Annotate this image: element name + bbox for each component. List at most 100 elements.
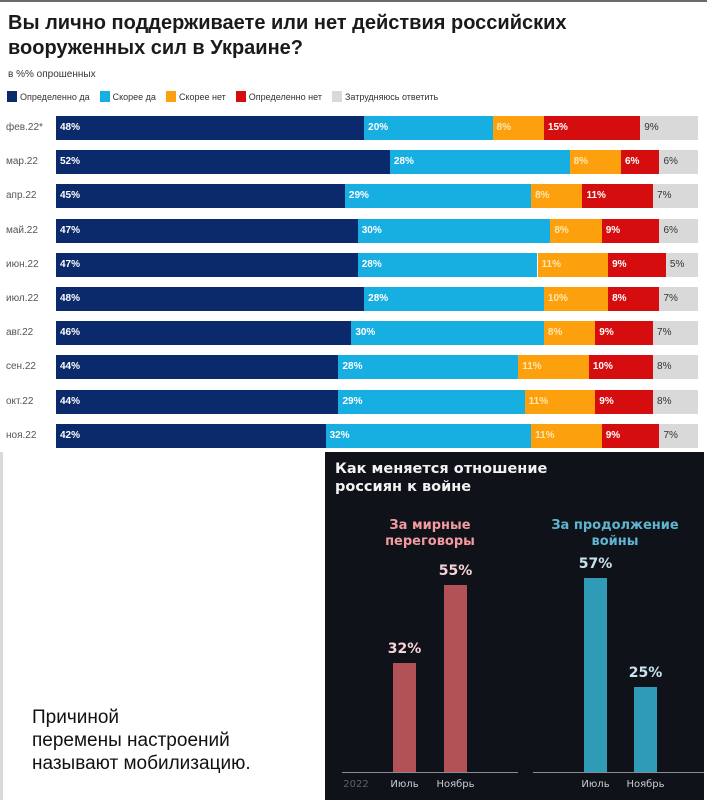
bar-segment: 8% [550, 218, 602, 243]
bar-segment: 10% [588, 355, 654, 380]
bar-segment: 28% [357, 252, 538, 277]
bar-segment: 47% [56, 218, 358, 243]
bar-segment: 7% [659, 287, 698, 311]
caption-line: называют мобилизацию. [32, 753, 251, 774]
bar-segment: 8% [569, 150, 621, 175]
bar-value-label: 57% [578, 556, 613, 573]
row-label: фев.22* [6, 122, 43, 133]
bar-segment: 42% [56, 423, 326, 448]
stacked-chart-section: Вы лично поддерживаете или нет действия … [0, 0, 707, 448]
x-tick-label: Ноябрь [626, 779, 665, 790]
x-tick-label: Ноябрь [436, 779, 475, 790]
legend-item: Скорее нет [165, 91, 226, 102]
x-tick-label: Июль [581, 779, 610, 790]
legend: Определенно да Скорее да Скорее нет Определ… [7, 91, 438, 102]
vertical-bar [444, 585, 467, 772]
bar-segment: 8% [653, 355, 698, 380]
bar-segment: 15% [543, 116, 641, 140]
bar-value-label: 32% [387, 641, 422, 658]
bar-segment: 30% [357, 218, 551, 243]
caption-line: перемены настроений [32, 730, 230, 751]
bar-segment: 28% [338, 355, 519, 380]
bar-segment: 45% [56, 184, 345, 209]
legend-label: Затрудняюсь ответить [344, 91, 439, 102]
bar-segment: 8% [492, 116, 544, 140]
row-label: сен.22 [6, 361, 36, 373]
war-attitude-panel: Как меняется отношение россиян к войне З… [325, 452, 704, 800]
bar-segment: 28% [364, 287, 544, 311]
row-label: ноя.22 [6, 429, 37, 441]
bar-segment: 5% [665, 252, 698, 277]
bar-segment: 48% [56, 116, 365, 140]
bar-segment: 11% [524, 389, 596, 414]
legend-item: Скорее да [99, 91, 156, 102]
bar-segment: 8% [543, 321, 596, 346]
legend-swatch [99, 91, 110, 102]
caption-panel: Причиной перемены настроений называют мо… [0, 452, 325, 800]
legend-swatch [331, 91, 342, 102]
bar-segment: 8% [531, 184, 583, 209]
legend-swatch [165, 91, 176, 102]
group-title: За продолжение войны [551, 518, 679, 549]
group-title: За мирные переговоры [385, 518, 475, 549]
row-label: апр.22 [6, 190, 37, 202]
legend-item: Определенно нет [235, 91, 322, 102]
bar-segment: 20% [364, 116, 493, 140]
bar-segment: 11% [537, 252, 609, 277]
bar-segment: 9% [595, 389, 654, 414]
x-tick-label: Июль [390, 779, 419, 790]
row-label: мар.22 [6, 156, 38, 168]
year-label: 2022 [343, 779, 369, 790]
legend-label: Скорее нет [178, 91, 226, 102]
bar-segment: 48% [56, 287, 365, 311]
vertical-bar [584, 578, 607, 772]
bar-segment: 7% [653, 184, 698, 209]
bar-segment: 9% [601, 218, 660, 243]
bar-segment: 30% [351, 321, 544, 346]
legend-label: Определенно нет [248, 91, 322, 102]
legend-item: Определенно да [7, 91, 90, 102]
bar-segment: 9% [640, 116, 698, 140]
panel-title: Как меняется отношение россиян к войне [335, 461, 548, 495]
bar-segment: 11% [531, 423, 602, 448]
bar-segment: 7% [659, 423, 698, 448]
chart-subtitle: в %% опрошенных [8, 69, 96, 80]
bar-segment: 29% [344, 184, 532, 209]
bar-value-label: 25% [628, 665, 663, 681]
bar-segment: 7% [653, 321, 698, 346]
bar-segment: 6% [659, 150, 698, 175]
row-label: окт.22 [6, 395, 34, 407]
legend-item: Затрудняюсь ответить [331, 91, 439, 102]
vertical-bar [393, 663, 416, 772]
bar-segment: 6% [659, 218, 698, 243]
caption-text: Причиной перемены настроений называют мо… [32, 706, 322, 775]
row-label: май.22 [6, 224, 38, 236]
row-label: июл.22 [6, 293, 39, 304]
bar-segment: 28% [389, 150, 570, 175]
bar-segment: 11% [582, 184, 654, 209]
bar-segment: 44% [56, 389, 339, 414]
bar-segment: 8% [653, 389, 698, 414]
bar-segment: 9% [608, 252, 666, 277]
chart-title: Вы лично поддерживаете или нет действия … [8, 12, 567, 59]
legend-label: Скорее да [112, 91, 156, 102]
legend-label: Определенно да [20, 91, 90, 102]
vertical-bar [634, 687, 657, 772]
legend-swatch [7, 91, 17, 102]
bar-segment: 9% [601, 423, 660, 448]
caption-line: Причиной [32, 707, 120, 728]
row-label: авг.22 [6, 327, 34, 339]
bar-segment: 52% [56, 150, 390, 175]
bar-segment: 46% [56, 321, 352, 346]
bar-segment: 32% [325, 423, 532, 448]
bar-segment: 8% [608, 287, 660, 311]
bar-value-label: 55% [438, 563, 473, 579]
bar-segment: 10% [543, 287, 609, 311]
bar-segment: 29% [338, 389, 525, 414]
row-label: июн.22 [6, 258, 39, 270]
legend-swatch [235, 91, 246, 102]
bar-segment: 9% [595, 321, 654, 346]
axis-baseline [533, 772, 704, 773]
bar-segment: 6% [620, 150, 660, 175]
bar-segment: 44% [56, 355, 339, 380]
